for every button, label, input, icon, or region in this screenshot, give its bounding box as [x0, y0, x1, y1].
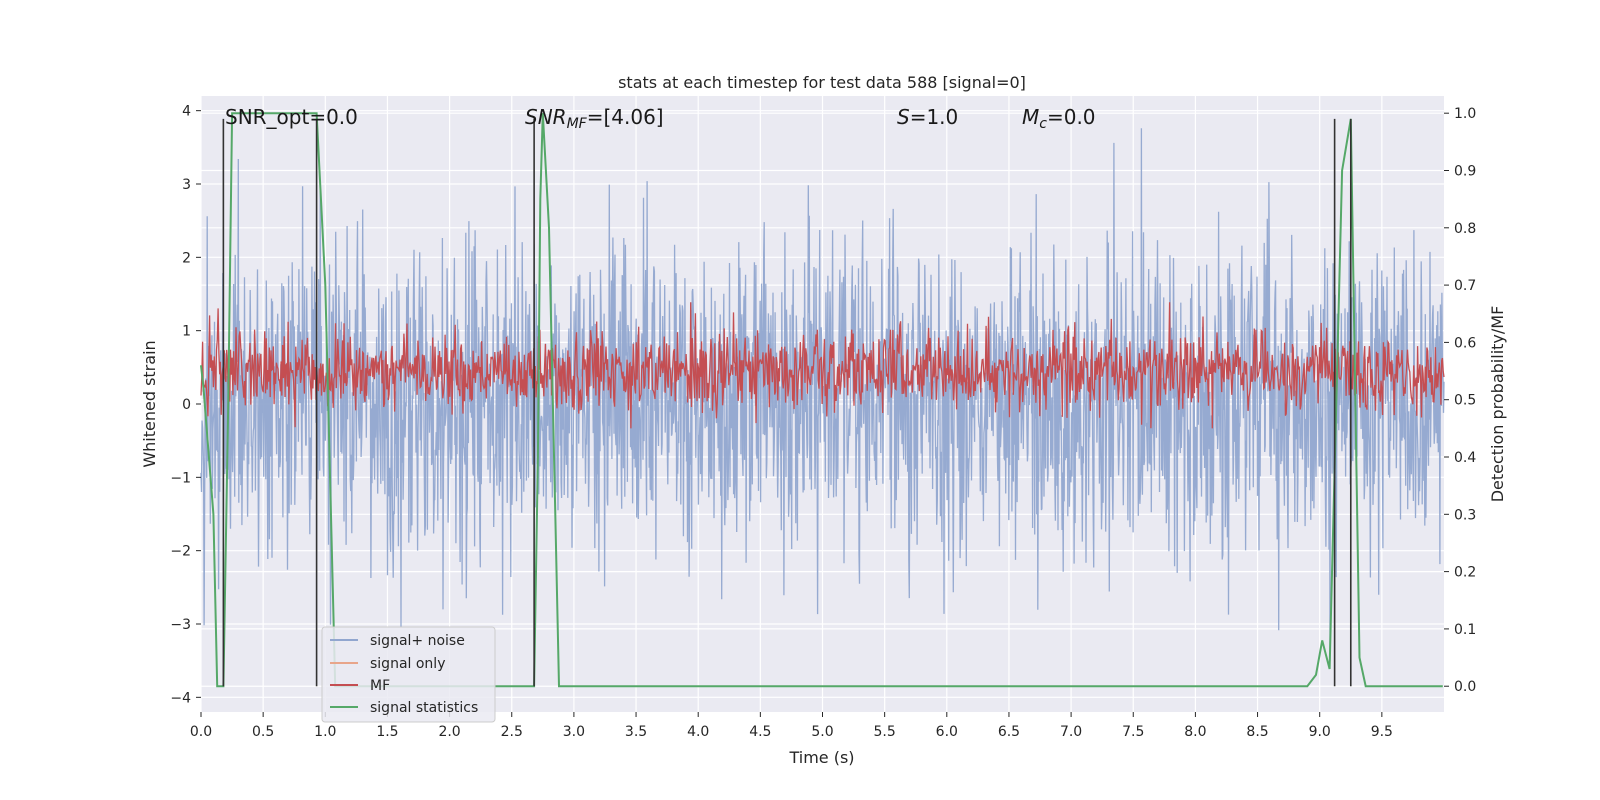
y-tick-label: −3 [170, 617, 191, 633]
x-tick-label: 9.5 [1371, 724, 1393, 740]
legend-label-signal-noise: signal+ noise [370, 633, 465, 649]
y-axis-ticks: 4 3 2 1 0 −1 −2 −3 −4 [170, 104, 201, 706]
y-tick-label: 0 [182, 397, 191, 413]
y-tick-label: 1 [182, 324, 191, 340]
annotation-s-value: =1.0 [910, 105, 959, 129]
annotation-s: S=1.0 [897, 105, 958, 129]
y-right-tick-label: 0.9 [1454, 163, 1476, 179]
annotation-snr-mf-label: SNR [525, 105, 567, 129]
x-tick-label: 7.5 [1122, 724, 1144, 740]
x-tick-label: 4.5 [749, 724, 771, 740]
legend-label-signal-only: signal only [370, 656, 445, 672]
annotation-snr-mf: SNRMF=[4.06] [525, 105, 664, 132]
y-tick-label: −4 [170, 690, 191, 706]
x-tick-label: 9.0 [1309, 724, 1331, 740]
x-tick-label: 0.0 [190, 724, 212, 740]
y-right-tick-label: 0.2 [1454, 565, 1476, 581]
y-right-tick-label: 0.8 [1454, 221, 1476, 237]
x-tick-label: 3.5 [625, 724, 647, 740]
y-right-tick-label: 0.7 [1454, 278, 1476, 294]
y-right-tick-label: 0.0 [1454, 679, 1476, 695]
annotation-mc-sub: c [1039, 116, 1047, 132]
x-tick-label: 2.0 [438, 724, 460, 740]
y-right-tick-label: 0.5 [1454, 393, 1476, 409]
y-tick-label: 4 [182, 104, 191, 120]
annotation-mc-label: M [1022, 105, 1039, 129]
chart-title: stats at each timestep for test data 588… [618, 73, 1026, 92]
y-right-tick-label: 0.4 [1454, 450, 1476, 466]
y-axis-right-label: Detection probability/MF [1488, 306, 1507, 503]
y-tick-label: −2 [170, 544, 191, 560]
y-axis-label: Whitened strain [140, 340, 159, 467]
annotation-s-label: S [897, 105, 910, 129]
x-tick-label: 1.5 [376, 724, 398, 740]
y-right-tick-label: 0.6 [1454, 335, 1476, 351]
legend-label-signal-statistics: signal statistics [370, 700, 478, 716]
y-axis-right-ticks: 1.0 0.9 0.8 0.7 0.6 0.5 0.4 0.3 0.2 0.1 0.0 [1444, 106, 1476, 695]
annotation-mc: Mc=0.0 [1022, 105, 1096, 132]
mf-line [200, 302, 1445, 429]
x-axis-ticks: 0.0 0.5 1.0 1.5 2.0 2.5 3.0 3.5 4.0 4.5 5.0 5.5 6.0 6… [190, 712, 1393, 740]
legend-label-mf: MF [370, 678, 390, 694]
x-tick-label: 6.0 [936, 724, 958, 740]
x-axis-label: Time (s) [788, 748, 854, 767]
y-tick-label: 3 [182, 177, 191, 193]
annotation-snr-mf-value: =[4.06] [587, 105, 664, 129]
x-tick-label: 2.5 [501, 724, 523, 740]
x-tick-label: 7.0 [1060, 724, 1082, 740]
x-tick-label: 8.5 [1246, 724, 1268, 740]
y-tick-label: −1 [170, 470, 191, 486]
annotation-mc-value: =0.0 [1047, 105, 1096, 129]
x-tick-label: 6.5 [998, 724, 1020, 740]
annotation-snr-opt: SNR_opt=0.0 [225, 105, 358, 129]
y-right-tick-label: 0.1 [1454, 622, 1476, 638]
signal-statistics-series [200, 112, 1443, 688]
y-tick-label: 2 [182, 250, 191, 266]
x-tick-label: 4.0 [687, 724, 709, 740]
vertical-markers [222, 118, 1352, 687]
mf-series [200, 302, 1445, 429]
legend-box [321, 626, 496, 723]
x-tick-label: 3.0 [563, 724, 585, 740]
annotation-snr-mf-sub: MF [567, 116, 588, 132]
x-tick-label: 5.0 [811, 724, 833, 740]
x-tick-label: 5.5 [874, 724, 896, 740]
y-right-tick-label: 0.3 [1454, 507, 1476, 523]
y-right-tick-label: 1.0 [1454, 106, 1476, 122]
x-tick-label: 8.0 [1184, 724, 1206, 740]
signal-statistics-line [200, 112, 1443, 688]
legend: signal+ noise signal only MF signal stat… [321, 626, 496, 723]
x-tick-label: 0.5 [252, 724, 274, 740]
x-tick-label: 1.0 [314, 724, 336, 740]
